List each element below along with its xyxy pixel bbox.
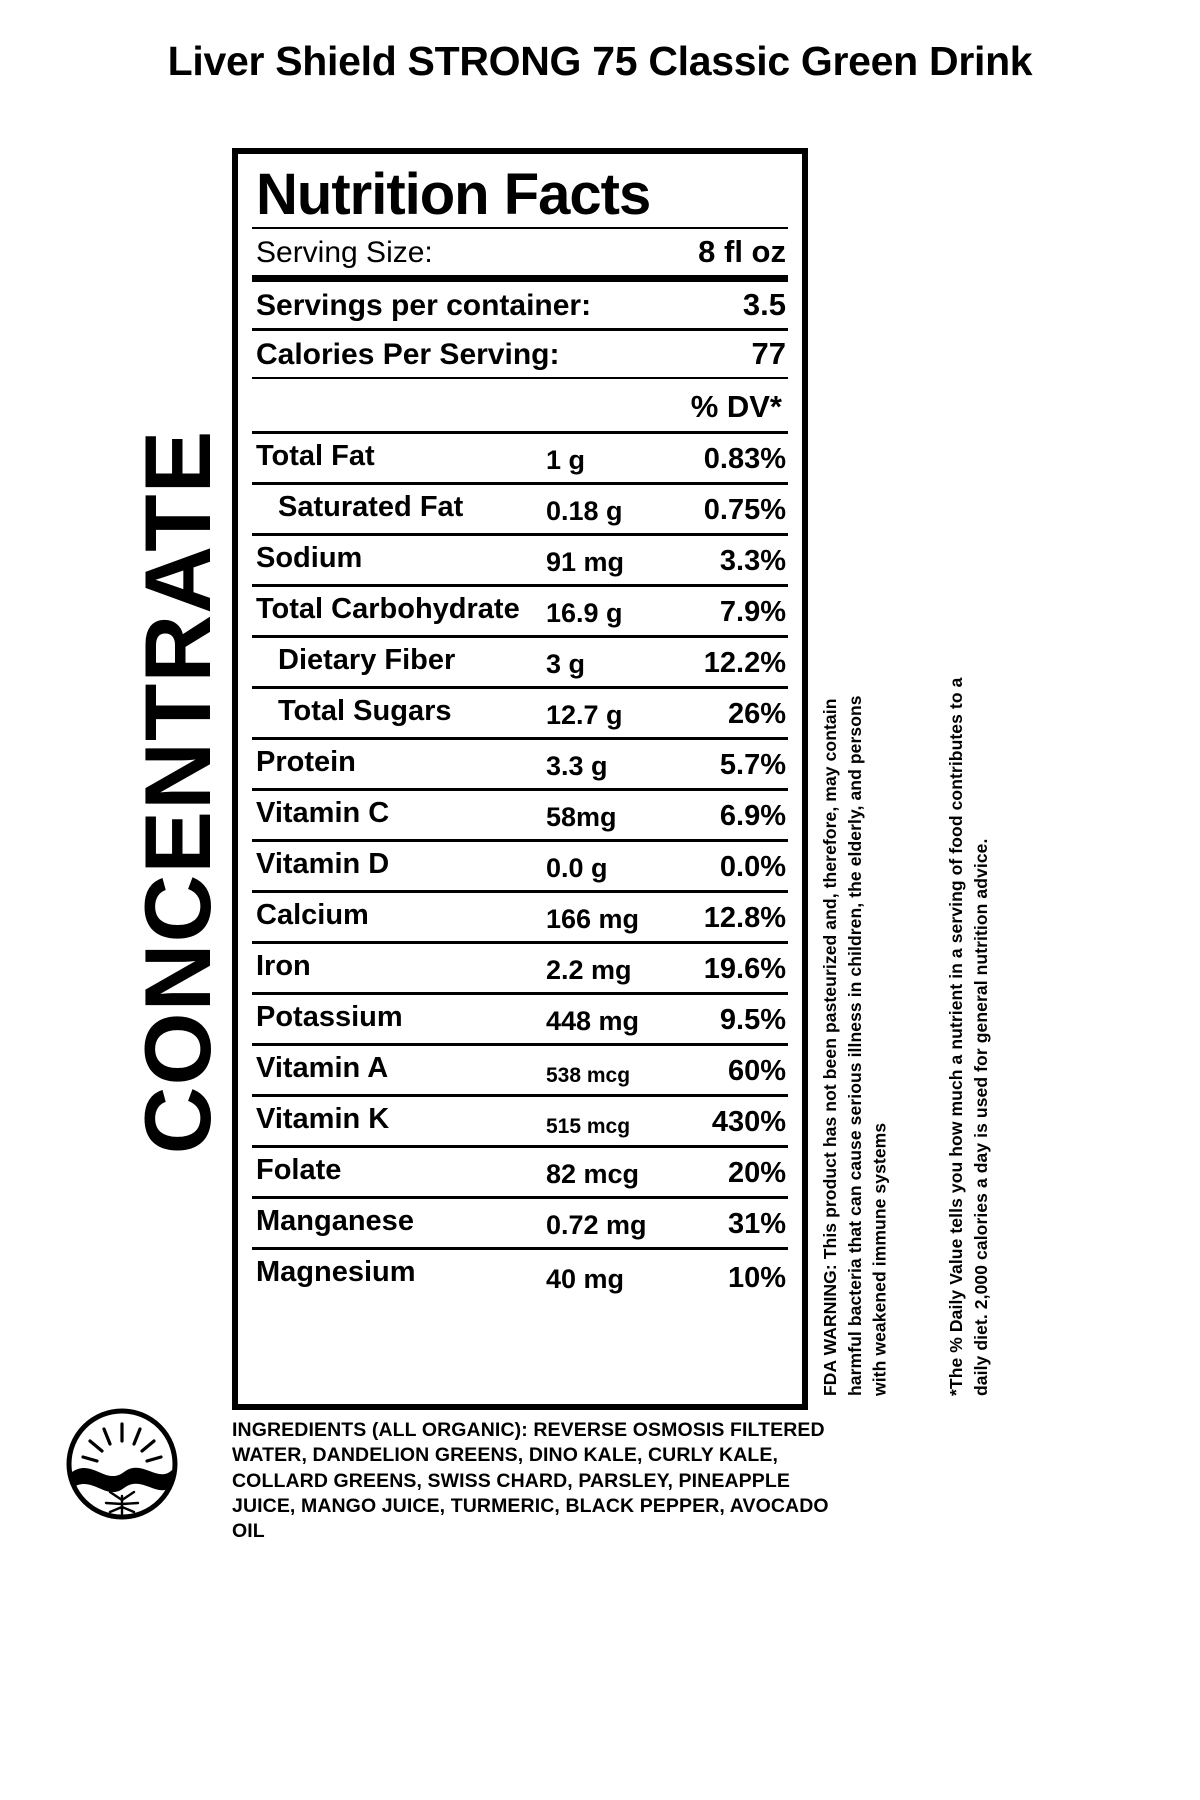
nutrient-row: Vitamin C 58mg 6.9% <box>252 791 788 843</box>
nutrient-daily-value: 9.5% <box>719 1004 786 1037</box>
nutrient-daily-value: 26% <box>727 698 786 731</box>
nutrient-row: Vitamin K 515 mcg 430% <box>252 1097 788 1149</box>
nutrient-name: Vitamin K <box>256 1103 390 1136</box>
nutrient-daily-value: 3.3% <box>719 545 786 578</box>
serving-size-row: Serving Size: 8 fl oz <box>252 229 788 283</box>
nutrient-daily-value: 5.7% <box>719 749 786 782</box>
nutrient-row: Dietary Fiber 3 g 12.2% <box>252 638 788 690</box>
nutrient-amount: 0.0 g <box>546 853 608 884</box>
nutrient-name: Potassium <box>256 1001 403 1034</box>
nutrient-amount: 91 mg <box>546 547 625 578</box>
nutrient-amount: 448 mg <box>546 1006 640 1037</box>
nutrient-daily-value: 19.6% <box>703 953 786 986</box>
nutrient-name: Total Sugars <box>278 695 452 728</box>
nutrient-daily-value: 0.0% <box>719 851 786 884</box>
nutrient-row: Iron 2.2 mg 19.6% <box>252 944 788 996</box>
nutrient-amount: 515 mcg <box>546 1115 631 1139</box>
nutrient-name: Total Carbohydrate <box>256 593 520 626</box>
nutrient-name: Total Fat <box>256 440 375 473</box>
nutrient-name: Calcium <box>256 899 369 932</box>
brand-logo <box>66 1408 178 1520</box>
nutrient-amount: 538 mcg <box>546 1064 631 1088</box>
calories-label: Calories Per Serving: <box>256 338 560 372</box>
nutrient-amount: 40 mg <box>546 1264 625 1295</box>
nutrient-daily-value: 12.8% <box>703 902 786 935</box>
nutrient-name: Vitamin D <box>256 848 390 881</box>
nutrient-daily-value: 7.9% <box>719 596 786 629</box>
nutrient-amount: 0.72 mg <box>546 1210 647 1241</box>
nutrient-daily-value: 430% <box>711 1106 786 1139</box>
nutrient-amount: 166 mg <box>546 904 640 935</box>
daily-value-header-row: % DV* <box>252 379 788 435</box>
nutrient-name: Iron <box>256 950 311 983</box>
nutrient-amount: 3 g <box>546 649 586 680</box>
nutrient-amount: 1 g <box>546 445 586 476</box>
daily-value-note: *The % Daily Value tells you how much a … <box>946 677 991 1396</box>
servings-per-container-row: Servings per container: 3.5 <box>252 282 788 332</box>
nutrient-row: Sodium 91 mg 3.3% <box>252 536 788 588</box>
nutrient-daily-value: 6.9% <box>719 800 786 833</box>
nutrient-row: Folate 82 mcg 20% <box>252 1148 788 1200</box>
fda-warning-note: FDA WARNING: This product has not been p… <box>820 695 890 1396</box>
servings-per-container-value: 3.5 <box>742 287 786 323</box>
nutrient-daily-value: 10% <box>727 1262 786 1295</box>
nutrient-row: Vitamin A 538 mcg 60% <box>252 1046 788 1098</box>
nutrient-row: Manganese 0.72 mg 31% <box>252 1199 788 1251</box>
nutrient-name: Folate <box>256 1154 342 1187</box>
nutrient-amount: 82 mcg <box>546 1159 640 1190</box>
servings-per-container-label: Servings per container: <box>256 289 592 323</box>
nutrient-daily-value: 0.75% <box>703 494 786 527</box>
nutrient-name: Vitamin C <box>256 797 390 830</box>
nutrient-amount: 2.2 mg <box>546 955 632 986</box>
nutrient-daily-value: 12.2% <box>703 647 786 680</box>
nutrient-daily-value: 31% <box>727 1208 786 1241</box>
serving-size-label: Serving Size: <box>256 236 433 270</box>
nutrient-row: Potassium 448 mg 9.5% <box>252 995 788 1047</box>
concentrate-vertical-text: CONCENTRATE <box>125 429 230 1155</box>
ingredients-text: INGREDIENTS (ALL ORGANIC): REVERSE OSMOS… <box>232 1419 829 1543</box>
nutrient-daily-value: 0.83% <box>703 443 786 476</box>
nutrient-row: Saturated Fat 0.18 g 0.75% <box>252 485 788 537</box>
nutrient-amount: 16.9 g <box>546 598 623 629</box>
daily-value-header: % DV* <box>690 389 782 425</box>
nutrient-name: Saturated Fat <box>278 491 464 524</box>
nutrient-name: Protein <box>256 746 356 779</box>
calories-value: 77 <box>751 336 786 372</box>
nutrient-row: Total Fat 1 g 0.83% <box>252 434 788 486</box>
nutrient-row: Calcium 166 mg 12.8% <box>252 893 788 945</box>
nutrient-rows: Total Fat 1 g 0.83% Saturated Fat 0.18 g 0.75… <box>252 434 788 1301</box>
nutrient-row: Protein 3.3 g 5.7% <box>252 740 788 792</box>
nutrient-amount: 12.7 g <box>546 700 623 731</box>
nutrient-row: Magnesium 40 mg 10% <box>252 1250 788 1301</box>
calories-row: Calories Per Serving: 77 <box>252 331 788 380</box>
nutrient-daily-value: 20% <box>727 1157 786 1190</box>
nutrient-amount: 3.3 g <box>546 751 608 782</box>
nutrient-amount: 0.18 g <box>546 496 623 527</box>
serving-size-value: 8 fl oz <box>698 234 786 270</box>
nutrition-facts-heading: Nutrition Facts <box>252 158 788 230</box>
nutrient-name: Sodium <box>256 542 363 575</box>
nutrient-name: Dietary Fiber <box>278 644 456 677</box>
nutrient-row: Vitamin D 0.0 g 0.0% <box>252 842 788 894</box>
nutrient-row: Total Sugars 12.7 g 26% <box>252 689 788 741</box>
nutrient-row: Total Carbohydrate 16.9 g 7.9% <box>252 587 788 639</box>
nutrient-amount: 58mg <box>546 802 617 833</box>
nutrient-name: Manganese <box>256 1205 414 1238</box>
nutrient-name: Magnesium <box>256 1256 416 1289</box>
nutrient-name: Vitamin A <box>256 1052 389 1085</box>
page-title: Liver Shield STRONG 75 Classic Green Dri… <box>167 38 1033 84</box>
nutrient-daily-value: 60% <box>727 1055 786 1088</box>
nutrition-facts-panel: Nutrition Facts Serving Size: 8 fl oz Se… <box>232 148 808 1410</box>
